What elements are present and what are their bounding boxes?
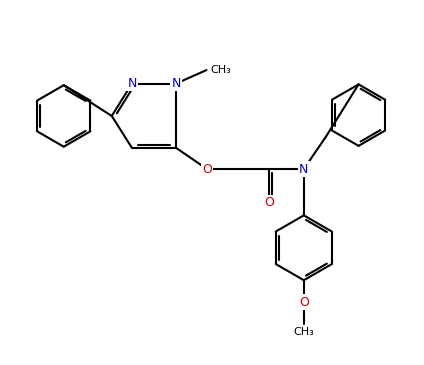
Text: CH₃: CH₃ (210, 65, 231, 75)
Text: N: N (127, 77, 137, 90)
Text: O: O (202, 162, 212, 176)
Text: N: N (172, 77, 181, 90)
Text: N: N (299, 162, 309, 176)
Text: O: O (264, 196, 274, 209)
Text: O: O (299, 296, 309, 309)
Text: CH₃: CH₃ (293, 327, 314, 337)
